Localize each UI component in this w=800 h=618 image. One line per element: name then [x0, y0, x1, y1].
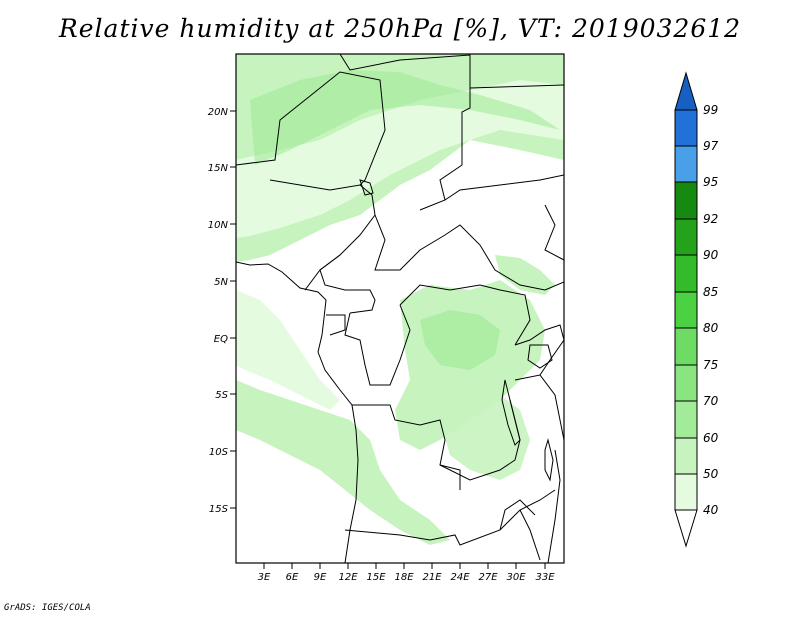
- colorbar-label: 40: [703, 503, 719, 517]
- lon-label: 21E: [422, 572, 442, 583]
- lat-label: 10S: [209, 447, 229, 458]
- lat-label: 15N: [208, 163, 229, 174]
- border-mozambique: [519, 449, 561, 563]
- lon-axis: 3E 6E 9E 12E 15E 18E 21E 24E 27E 30E 33E: [258, 563, 555, 583]
- colorbar-box: [674, 218, 698, 256]
- border-south-sudan: [444, 174, 564, 201]
- colorbar-label: 97: [703, 139, 719, 153]
- lon-label: 30E: [506, 572, 526, 583]
- humidity-region-north-mid: [250, 70, 560, 165]
- border-mali-niger: [236, 71, 386, 186]
- border-gabon: [326, 314, 346, 336]
- lon-label: 18E: [394, 572, 414, 583]
- colorbar-box: [674, 400, 698, 439]
- lat-label: 15S: [209, 504, 229, 515]
- humidity-region-east: [495, 255, 555, 295]
- lon-label: 15E: [366, 572, 386, 583]
- lon-label: 6E: [286, 572, 299, 583]
- humidity-region-north-faint: [236, 80, 564, 238]
- border-tanzania: [514, 374, 564, 441]
- humidity-region-southeast: [440, 395, 530, 480]
- colorbar-label: 85: [703, 285, 718, 299]
- border-niger-chad: [339, 54, 471, 211]
- colorbar-label: 50: [703, 467, 719, 481]
- lat-label: EQ: [214, 334, 228, 345]
- border-chad-car: [374, 214, 564, 291]
- colorbar-box: [674, 181, 698, 220]
- lake-malawi: [544, 438, 554, 482]
- lon-label: 33E: [535, 572, 555, 583]
- colorbar-label: 75: [703, 358, 718, 372]
- lon-label: 24E: [450, 572, 470, 583]
- colorbar-label: 99: [703, 103, 718, 117]
- colorbar-label: 60: [703, 431, 719, 445]
- lon-label: 27E: [478, 572, 498, 583]
- grads-credit: GrADS: IGES/COLA: [4, 603, 91, 613]
- lon-label: 9E: [314, 572, 327, 583]
- colorbar-label: 95: [703, 175, 718, 189]
- colorbar-arrow-bottom: [674, 509, 698, 548]
- humidity-region-south-faint: [236, 290, 340, 410]
- map-frame: [235, 53, 565, 564]
- colorbar-label: 80: [703, 321, 719, 335]
- map-title: Relative humidity at 250hPa [%], VT: 201…: [58, 14, 742, 43]
- colorbar-label: 92: [703, 212, 718, 226]
- colorbar-box: [674, 327, 698, 366]
- map-panel: 20N 15N 10N 5N EQ 5S 10S 15S 3E 6E 9E 12…: [208, 53, 565, 583]
- border-namibia-botswana: [344, 489, 556, 546]
- colorbar-box: [674, 254, 698, 293]
- colorbar-box: [674, 145, 698, 183]
- humidity-field: [236, 54, 564, 545]
- colorbar-label: 70: [703, 394, 719, 408]
- lake-tanganyika: [501, 379, 521, 446]
- humidity-region-central-mid: [420, 310, 500, 370]
- border-congo: [344, 304, 411, 386]
- lat-label: 5N: [214, 277, 228, 288]
- border-uganda-kenya: [514, 324, 564, 376]
- lat-label: 20N: [208, 107, 229, 118]
- colorbar: 99 97 95 92 90 85 80 75 70 60 50 40: [674, 71, 719, 548]
- border-cameroon: [319, 254, 376, 314]
- border-zimbabwe: [499, 499, 536, 531]
- lon-label: 3E: [258, 572, 271, 583]
- humidity-region-south-band: [236, 380, 450, 545]
- colorbar-box: [674, 109, 698, 147]
- lat-axis: 20N 15N 10N 5N EQ 5S 10S 15S: [208, 107, 236, 515]
- colorbar-box: [674, 364, 698, 402]
- colorbar-arrow-top: [674, 71, 698, 111]
- colorbar-box: [674, 473, 698, 511]
- border-sudan: [469, 84, 564, 89]
- colorbar-box: [674, 291, 698, 329]
- border-angola: [352, 404, 461, 490]
- lat-label: 10N: [208, 220, 229, 231]
- border-ethiopia: [544, 204, 564, 261]
- lon-label: 12E: [338, 572, 358, 583]
- coastline-west: [236, 261, 359, 563]
- lat-label: 5S: [215, 390, 228, 401]
- lake-chad: [359, 179, 374, 196]
- colorbar-label: 90: [703, 248, 719, 262]
- colorbar-box: [674, 437, 698, 475]
- border-drc-north: [399, 284, 531, 346]
- country-borders: [236, 54, 564, 563]
- lake-victoria: [527, 344, 553, 369]
